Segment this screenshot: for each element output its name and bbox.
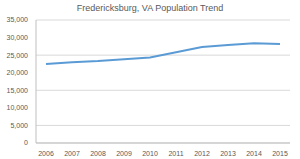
svg-text:2010: 2010 <box>142 150 158 157</box>
html-text:Fredericksburg, VA Population: Fredericksburg, VA Population Trend <box>76 3 224 13</box>
svg-text:2015: 2015 <box>272 150 288 157</box>
svg-text:10,000: 10,000 <box>8 104 28 111</box>
svg-text:30,000: 30,000 <box>8 34 28 41</box>
svg-text:2013: 2013 <box>220 150 236 157</box>
svg-text:5,000: 5,000 <box>10 122 28 129</box>
svg-text:2012: 2012 <box>194 150 210 157</box>
svg-text:35,000: 35,000 <box>8 16 28 23</box>
svg-text:25,000: 25,000 <box>8 52 28 59</box>
svg-text:20,000: 20,000 <box>8 69 28 76</box>
svg-text:2011: 2011 <box>168 150 183 157</box>
svg-text:2007: 2007 <box>64 150 80 157</box>
svg-text:2009: 2009 <box>116 150 132 157</box>
svg-text:2006: 2006 <box>38 150 54 157</box>
svg-text:0: 0 <box>24 139 28 146</box>
svg-text:2008: 2008 <box>90 150 106 157</box>
svg-text:15,000: 15,000 <box>8 87 28 94</box>
svg-text:2014: 2014 <box>246 150 262 157</box>
